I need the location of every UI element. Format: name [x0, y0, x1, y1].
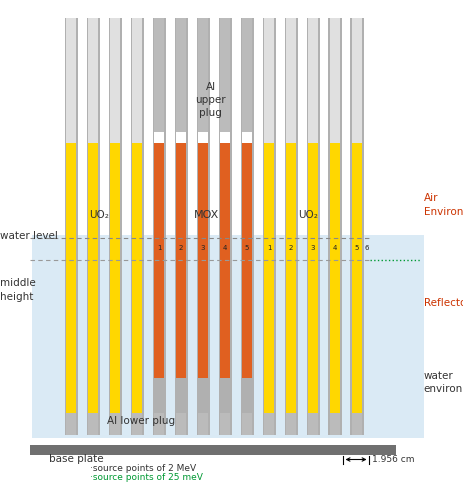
Bar — [330, 18, 340, 142]
Text: 4: 4 — [223, 245, 227, 251]
Bar — [132, 18, 142, 142]
Bar — [242, 412, 252, 435]
Bar — [88, 412, 98, 435]
Bar — [176, 142, 186, 378]
Bar — [32, 235, 370, 438]
Bar — [154, 132, 164, 142]
Text: ·source points of 2 MeV: ·source points of 2 MeV — [90, 464, 196, 473]
Text: MOX: MOX — [194, 210, 219, 220]
Bar — [154, 142, 164, 378]
Bar — [175, 18, 188, 435]
Text: Air
Environment: Air Environment — [424, 194, 463, 216]
Bar — [153, 18, 166, 435]
Bar — [110, 18, 120, 142]
Text: Al lower plug: Al lower plug — [107, 416, 175, 426]
Bar — [197, 18, 210, 435]
Bar — [220, 18, 230, 132]
Bar — [87, 18, 100, 435]
Bar — [350, 18, 364, 435]
Bar — [370, 235, 424, 438]
Bar — [241, 18, 254, 435]
Bar — [132, 142, 142, 412]
Bar — [352, 142, 362, 412]
Bar — [108, 18, 122, 435]
Bar — [308, 142, 318, 412]
Bar — [131, 18, 144, 435]
Text: water level: water level — [0, 231, 58, 241]
Bar — [110, 412, 120, 435]
Text: ·source points of 25 meV: ·source points of 25 meV — [90, 473, 203, 482]
Bar — [264, 18, 274, 142]
Bar — [154, 18, 164, 132]
Bar — [154, 412, 164, 435]
Text: Reflector: Reflector — [424, 298, 463, 308]
Text: Al
upper
plug: Al upper plug — [195, 82, 226, 118]
Text: base plate: base plate — [49, 454, 104, 464]
Bar — [308, 412, 318, 435]
Text: 3: 3 — [311, 245, 315, 251]
Bar — [242, 132, 252, 142]
Bar — [220, 412, 230, 435]
Text: 6: 6 — [365, 245, 369, 251]
Text: 5: 5 — [355, 245, 359, 251]
Text: 2: 2 — [289, 245, 293, 251]
Bar — [176, 132, 186, 142]
Bar — [219, 18, 232, 435]
Bar — [65, 18, 78, 435]
Bar — [284, 18, 298, 435]
Bar — [220, 142, 230, 378]
Bar — [329, 18, 342, 435]
Text: UO₂: UO₂ — [298, 210, 318, 220]
Text: 1: 1 — [267, 245, 271, 251]
Bar — [66, 142, 76, 412]
Bar — [30, 445, 396, 455]
Text: 1: 1 — [157, 245, 162, 251]
Bar — [330, 412, 340, 435]
Bar — [242, 142, 252, 378]
Bar — [132, 412, 142, 435]
Bar — [220, 132, 230, 142]
Bar — [286, 412, 296, 435]
Text: 5: 5 — [245, 245, 249, 251]
Text: 2: 2 — [179, 245, 183, 251]
Bar — [198, 18, 208, 132]
Bar — [242, 18, 252, 132]
Bar — [198, 412, 208, 435]
Text: 4: 4 — [333, 245, 337, 251]
Bar — [286, 142, 296, 412]
Bar — [66, 18, 76, 142]
Text: middle
height: middle height — [0, 278, 36, 301]
Bar — [308, 18, 318, 142]
Text: 1.956 cm: 1.956 cm — [372, 455, 414, 464]
Bar — [88, 18, 98, 142]
Text: UO₂: UO₂ — [90, 210, 109, 220]
Bar — [198, 142, 208, 378]
Bar — [330, 142, 340, 412]
Bar — [264, 412, 274, 435]
Bar — [66, 412, 76, 435]
Text: water
environment: water environment — [424, 371, 463, 394]
Bar — [110, 142, 120, 412]
Bar — [198, 132, 208, 142]
Bar — [264, 142, 274, 412]
Bar — [307, 18, 320, 435]
Bar — [176, 412, 186, 435]
Text: 3: 3 — [201, 245, 206, 251]
Bar — [88, 142, 98, 412]
Bar — [352, 18, 362, 142]
Bar — [263, 18, 276, 435]
Bar — [352, 412, 362, 435]
Bar — [176, 18, 186, 132]
Bar — [286, 18, 296, 142]
